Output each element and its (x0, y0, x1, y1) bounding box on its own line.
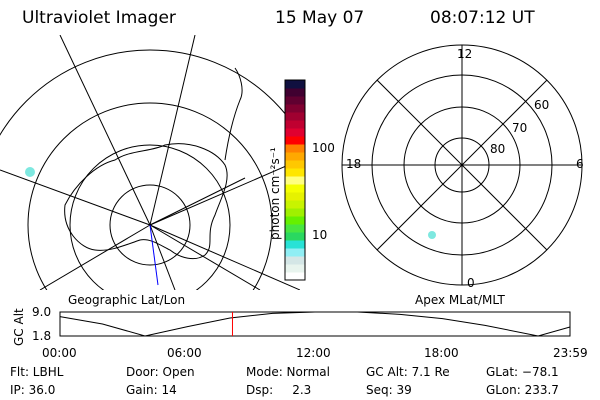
colorbar-segment (285, 136, 305, 145)
colorbar-segment (285, 120, 305, 129)
colorbar-segment (285, 96, 305, 105)
colorbar-segment (285, 176, 305, 185)
dsp: Dsp: 2.3 (246, 383, 312, 397)
colorbar-segment (285, 184, 305, 193)
right-map-label: Apex MLat/MLT (415, 293, 505, 307)
colorbar-label: photon cm⁻²s⁻¹ (268, 147, 282, 240)
colorbar-segment (285, 152, 305, 161)
colorbar-segment (285, 216, 305, 225)
colorbar (284, 79, 306, 281)
mlt-label-18: 18 (346, 157, 362, 171)
chart-frame (59, 311, 571, 337)
ytick-max: 9.0 (32, 305, 52, 319)
lat-label-60: 60 (534, 98, 550, 112)
colorbar-segment (285, 208, 305, 217)
gc-alt: GC Alt: 7.1 Re (366, 365, 450, 379)
colorbar-segment (285, 256, 305, 265)
chart-ylabel: GC Alt (12, 308, 26, 346)
lat-label-80: 80 (490, 142, 506, 156)
colorbar-frame (284, 79, 306, 281)
colorbar-segment (285, 160, 305, 169)
date: 15 May 07 (275, 8, 365, 28)
xtick-0: 00:00 (42, 346, 77, 360)
ip: IP: 36.0 (10, 383, 56, 397)
glon: GLon: 233.7 (486, 383, 559, 397)
colorbar-segment (285, 168, 305, 177)
lat-label-70: 70 (512, 121, 528, 135)
instrument-title: Ultraviolet Imager (22, 8, 176, 28)
coastline (64, 143, 228, 260)
seq: Seq: 39 (366, 383, 412, 397)
left-map-label: Geographic Lat/Lon (68, 293, 186, 307)
colorbar-segment (285, 112, 305, 121)
colorbar-segment (285, 200, 305, 209)
colorbar-segment (285, 248, 305, 257)
colorbar-segment (285, 272, 305, 281)
xtick-3: 18:00 (424, 346, 459, 360)
colorbar-tick-10: 10 (312, 228, 328, 242)
colorbar-segment (285, 128, 305, 137)
altitude-line (59, 311, 571, 337)
colorbar-segment (285, 104, 305, 113)
colorbar-tick-100: 100 (312, 141, 335, 155)
xtick-4: 23:59 (553, 346, 588, 360)
ytick-min: 1.8 (32, 329, 52, 343)
gain: Gain: 14 (126, 383, 177, 397)
mode: Mode: Normal (246, 365, 330, 379)
xtick-2: 12:00 (296, 346, 331, 360)
colorbar-segment (285, 232, 305, 241)
colorbar-segment (285, 80, 305, 89)
colorbar-segment (285, 264, 305, 273)
filter: Flt: LBHL (10, 365, 64, 379)
altitude-chart (59, 311, 571, 337)
colorbar-segment (285, 240, 305, 249)
colorbar-segment (285, 224, 305, 233)
xtick-1: 06:00 (167, 346, 202, 360)
glat: GLat: −78.1 (486, 365, 559, 379)
colorbar-segment (285, 88, 305, 97)
mlt-label-0: 0 (467, 276, 475, 290)
time: 08:07:12 UT (430, 8, 535, 28)
geographic-map (0, 35, 300, 290)
colorbar-segment (285, 192, 305, 201)
mlt-label-6: 6 (576, 157, 584, 171)
colorbar-segment (285, 144, 305, 153)
mlt-label-12: 12 (457, 47, 473, 61)
apex-polar-grid (341, 44, 583, 286)
door: Door: Open (126, 365, 195, 379)
